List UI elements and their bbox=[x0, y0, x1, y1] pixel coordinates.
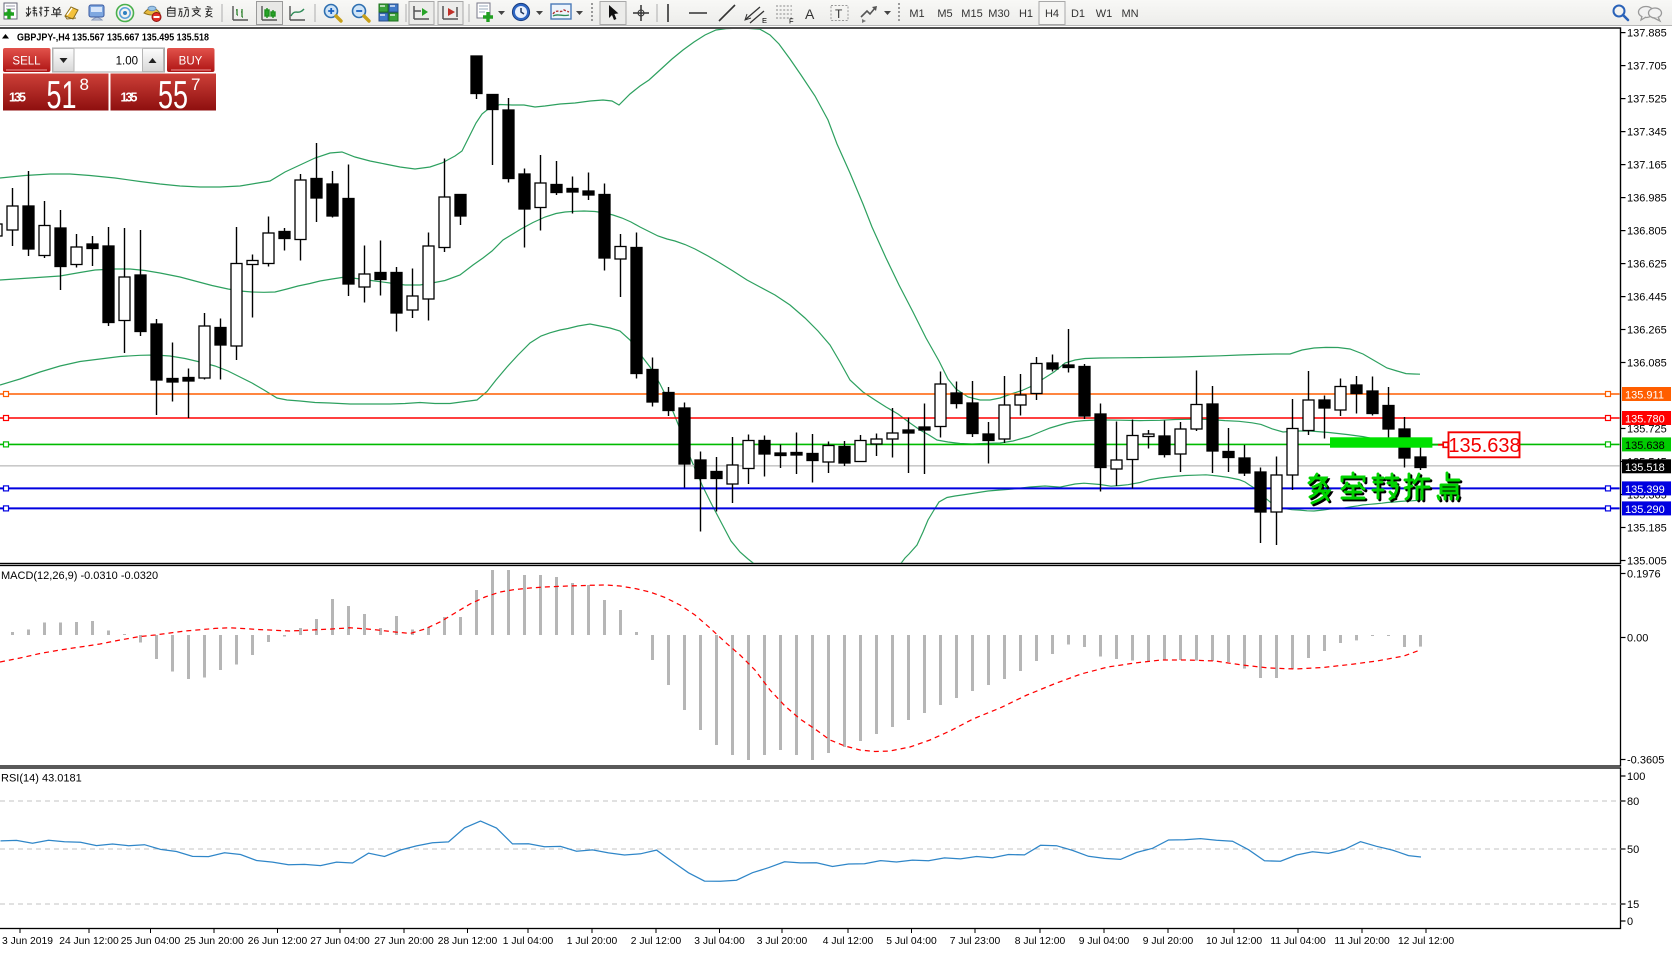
svg-text:136.445: 136.445 bbox=[1627, 292, 1667, 304]
svg-text:5 Jul 04:00: 5 Jul 04:00 bbox=[886, 936, 937, 947]
svg-text:135.518: 135.518 bbox=[1625, 462, 1665, 474]
svg-text:135.638: 135.638 bbox=[1448, 435, 1520, 457]
svg-text:H4: H4 bbox=[1045, 8, 1059, 20]
svg-text:0.1976: 0.1976 bbox=[1627, 569, 1661, 581]
svg-text:137.165: 137.165 bbox=[1627, 160, 1667, 172]
svg-text:25 Jun 04:00: 25 Jun 04:00 bbox=[121, 936, 181, 947]
svg-text:M30: M30 bbox=[988, 8, 1009, 20]
svg-text:10 Jul 12:00: 10 Jul 12:00 bbox=[1206, 936, 1262, 947]
svg-text:136.625: 136.625 bbox=[1627, 259, 1667, 271]
svg-text:137.345: 137.345 bbox=[1627, 127, 1667, 139]
svg-text:27 Jun 04:00: 27 Jun 04:00 bbox=[310, 936, 370, 947]
svg-text:9 Jul 04:00: 9 Jul 04:00 bbox=[1079, 936, 1130, 947]
svg-text:1 Jul 04:00: 1 Jul 04:00 bbox=[503, 936, 554, 947]
svg-text:8 Jul 12:00: 8 Jul 12:00 bbox=[1015, 936, 1066, 947]
svg-text:135.185: 135.185 bbox=[1627, 523, 1667, 535]
svg-text:136.805: 136.805 bbox=[1627, 226, 1667, 238]
svg-text:135.780: 135.780 bbox=[1625, 414, 1665, 426]
svg-text:RSI(14) 43.0181: RSI(14) 43.0181 bbox=[1, 773, 82, 785]
svg-text:F: F bbox=[789, 17, 794, 26]
svg-text:135.725: 135.725 bbox=[1627, 424, 1667, 436]
svg-text:50: 50 bbox=[1627, 844, 1639, 856]
svg-text:135.911: 135.911 bbox=[1625, 390, 1664, 402]
svg-text:M5: M5 bbox=[937, 8, 952, 20]
svg-text:135: 135 bbox=[9, 91, 26, 105]
svg-text:3 Jun 2019: 3 Jun 2019 bbox=[2, 936, 53, 947]
svg-text:51: 51 bbox=[47, 74, 77, 117]
svg-text:GBPJPY-,H4 135.567 135.667 13: GBPJPY-,H4 135.567 135.667 135.495 135.5… bbox=[17, 32, 209, 44]
svg-text:MN: MN bbox=[1121, 8, 1138, 20]
svg-text:11 Jul 20:00: 11 Jul 20:00 bbox=[1334, 936, 1390, 947]
svg-text:27 Jun 20:00: 27 Jun 20:00 bbox=[374, 936, 434, 947]
svg-text:137.705: 137.705 bbox=[1627, 61, 1667, 73]
svg-text:135.005: 135.005 bbox=[1627, 556, 1667, 568]
svg-text:9 Jul 20:00: 9 Jul 20:00 bbox=[1143, 936, 1194, 947]
svg-text:137.525: 137.525 bbox=[1627, 94, 1667, 106]
svg-text:W1: W1 bbox=[1096, 8, 1113, 20]
svg-text:2 Jul 12:00: 2 Jul 12:00 bbox=[631, 936, 682, 947]
svg-text:SELL: SELL bbox=[12, 56, 41, 68]
svg-text:M15: M15 bbox=[961, 8, 982, 20]
svg-text:80: 80 bbox=[1627, 796, 1639, 808]
svg-text:26 Jun 12:00: 26 Jun 12:00 bbox=[248, 936, 308, 947]
svg-text:135: 135 bbox=[121, 91, 138, 105]
svg-text:3 Jul 04:00: 3 Jul 04:00 bbox=[694, 936, 745, 947]
svg-text:A: A bbox=[805, 6, 815, 22]
svg-text:D1: D1 bbox=[1071, 8, 1085, 20]
svg-text:0.00: 0.00 bbox=[1627, 633, 1648, 645]
svg-text:137.885: 137.885 bbox=[1627, 28, 1667, 40]
svg-text:M1: M1 bbox=[909, 8, 924, 20]
svg-text:11 Jul 04:00: 11 Jul 04:00 bbox=[1270, 936, 1326, 947]
svg-text:3 Jul 20:00: 3 Jul 20:00 bbox=[757, 936, 808, 947]
svg-text:BUY: BUY bbox=[179, 56, 203, 68]
svg-text:15: 15 bbox=[1627, 899, 1639, 911]
svg-text:8: 8 bbox=[80, 75, 89, 94]
svg-text:25 Jun 20:00: 25 Jun 20:00 bbox=[184, 936, 244, 947]
svg-text:135.638: 135.638 bbox=[1625, 440, 1665, 452]
svg-text:136.265: 136.265 bbox=[1627, 325, 1667, 337]
svg-text:1 Jul 20:00: 1 Jul 20:00 bbox=[567, 936, 618, 947]
svg-text:7 Jul 23:00: 7 Jul 23:00 bbox=[950, 936, 1001, 947]
svg-text:T: T bbox=[835, 7, 843, 21]
svg-text:4 Jul 12:00: 4 Jul 12:00 bbox=[823, 936, 874, 947]
svg-text:MACD(12,26,9) -0.0310 -0.0320: MACD(12,26,9) -0.0310 -0.0320 bbox=[1, 570, 158, 582]
svg-text:136.985: 136.985 bbox=[1627, 193, 1667, 205]
svg-text:24 Jun 12:00: 24 Jun 12:00 bbox=[59, 936, 119, 947]
svg-text:28 Jun 12:00: 28 Jun 12:00 bbox=[438, 936, 498, 947]
svg-text:1.00: 1.00 bbox=[116, 56, 138, 68]
svg-text:135.399: 135.399 bbox=[1625, 484, 1665, 496]
svg-text:7: 7 bbox=[191, 75, 200, 94]
svg-text:H1: H1 bbox=[1019, 8, 1033, 20]
svg-text:100: 100 bbox=[1627, 771, 1645, 783]
svg-text:-0.3605: -0.3605 bbox=[1627, 755, 1664, 767]
svg-text:E: E bbox=[762, 16, 767, 25]
svg-text:12 Jul 12:00: 12 Jul 12:00 bbox=[1398, 936, 1454, 947]
svg-text:0: 0 bbox=[1627, 916, 1633, 928]
svg-text:55: 55 bbox=[158, 74, 188, 117]
svg-text:136.085: 136.085 bbox=[1627, 358, 1667, 370]
svg-text:135.290: 135.290 bbox=[1625, 504, 1665, 516]
